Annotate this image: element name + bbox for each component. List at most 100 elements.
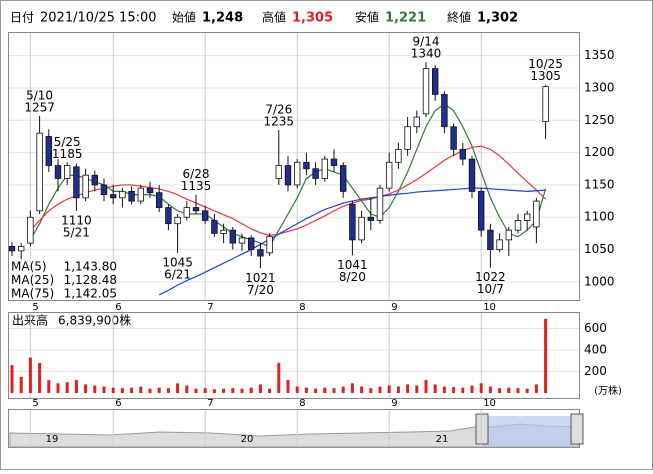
y-tick-label: 1350 [584,48,615,62]
navigator-handle-left[interactable] [475,413,489,445]
volume-bar [139,386,143,393]
annotation-value: 1135 [181,179,212,193]
annotation-date: 6/21 [164,267,191,281]
navigator-window[interactable] [483,416,573,446]
candle-body [247,237,255,250]
candle-body [192,207,200,212]
candle-body [155,192,163,208]
volume-bar [516,388,520,393]
legend-box [9,259,119,300]
annotation-value: 1022 [475,270,506,284]
volume-bar [323,387,327,393]
header-value: 2021/10/25 15:00 [40,11,157,26]
legend-name: MA(5) [11,260,47,274]
candle-body [284,165,292,186]
volume-bar [65,382,69,393]
volume-bar [304,387,308,393]
volume-panel [8,312,580,399]
candle-body [422,68,430,115]
x-tick-label: 8 [299,302,305,313]
candle-body [100,184,108,196]
candle-body [54,165,62,179]
candle-body [468,158,476,192]
volume-bar [488,386,492,393]
x-tick-label: 9 [391,398,397,409]
candle-body [339,165,347,192]
navigator-handle-right[interactable] [570,413,584,445]
volume-bar [185,385,189,393]
volume-bar [166,388,170,393]
volume-bar [19,376,23,393]
candle-body [330,158,338,166]
candle-body [385,161,393,189]
candle-body [8,245,16,252]
header-value: 1,305 [292,11,333,26]
legend-name: MA(25) [11,273,54,287]
volume-bar [415,385,419,393]
candle-body [524,213,531,221]
x-tick-label: 10 [483,398,496,409]
annotation-date: 10/7 [477,282,504,296]
volume-bar [10,365,14,393]
x-tick-label: 5 [32,302,38,313]
annotation-date: 9/14 [413,35,440,49]
x-tick-label: 6 [115,302,121,313]
legend-name: MA(75) [11,287,54,301]
candle-body [27,216,34,244]
candle-body [533,200,540,228]
candle-body [477,190,485,231]
candle-body [275,165,282,179]
x-tick-label: 10 [483,302,496,313]
volume-bar [222,388,226,393]
annotation-value: 1185 [52,147,83,161]
candle-body [137,187,144,202]
volume-bar [148,388,152,393]
volume-bar [525,388,529,393]
volume-bar [176,383,180,393]
y-tick-label: 1300 [584,80,615,94]
volume-bar [249,387,253,393]
annotation-value: 1021 [245,271,276,285]
volume-bar [350,383,354,393]
candle-body [514,220,522,231]
candle-body [165,207,172,225]
candle-body [146,187,154,194]
x-tick-label: 8 [299,398,305,409]
header-label: 終値 [447,10,471,25]
volume-bar [452,387,456,393]
candle-body [349,203,356,241]
volume-bar [130,387,134,393]
header-value: 1,248 [202,11,243,26]
y-tick-label: 200 [584,364,607,378]
x-tick-label: 9 [391,302,397,313]
annotation-date: 5/21 [63,225,90,239]
volume-bar [378,386,382,393]
y-tick-label: 1250 [584,113,615,127]
candle-body [376,187,384,221]
candle-body [220,229,227,234]
header-label: 高値 [262,10,286,25]
volume-bar [498,388,502,393]
volume-bar [157,387,161,393]
volume-bar [38,362,42,393]
annotation-value: 1045 [162,255,193,269]
volume-bar [47,380,51,393]
navigator-label: 20 [241,434,254,445]
legend-value: 1,143.80 [64,260,117,274]
candle-body [395,148,402,163]
volume-bar [102,386,106,393]
volume-text: 6,839,900株 [58,313,131,328]
x-tick-label: 7 [207,302,213,313]
y-tick-label: 400 [584,342,607,356]
candle-body [542,86,549,122]
volume-bar [396,386,400,393]
volume-bar [461,387,465,393]
volume-bar [534,384,538,393]
volume-bar [544,318,548,393]
header-label: 安値 [355,10,379,25]
volume-bar [277,362,281,393]
candle-body [505,229,512,241]
volume-bar [286,380,290,393]
candle-body [450,126,457,150]
